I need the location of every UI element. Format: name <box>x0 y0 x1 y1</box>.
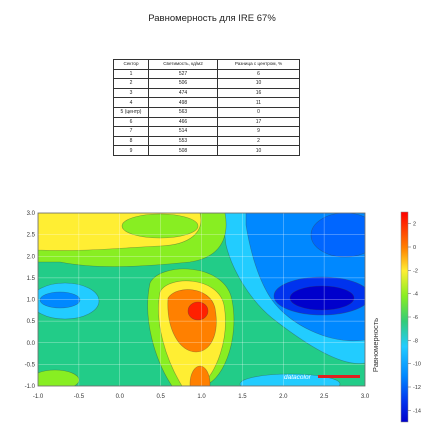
x-tick-label: 1.0 <box>197 394 206 400</box>
x-axis: -1.0 -0.5 0.0 0.5 1.0 1.5 2.0 2.5 3.0 <box>33 394 370 400</box>
x-tick-label: 3.0 <box>361 394 370 400</box>
colorbar-tick-label: -6 <box>413 315 418 321</box>
y-axis: 3.0 2.5 2.0 1.5 1.0 0.5 0.0 -0.5 -1.0 <box>25 211 36 390</box>
watermark: datacolor <box>284 374 360 381</box>
diff-cell: 10 <box>217 145 300 156</box>
colorbar <box>400 211 409 423</box>
x-tick-label: 2.5 <box>320 394 329 400</box>
band-cyan-bottom <box>239 373 341 386</box>
y-tick-label: -0.5 <box>25 362 36 368</box>
band-peak <box>187 301 209 321</box>
colorbar-tick-label: -4 <box>413 292 418 298</box>
y-tick-label: 3.0 <box>27 211 36 217</box>
band-green-top-center <box>121 213 199 239</box>
y-tick-label: 2.0 <box>27 254 36 260</box>
band-min <box>289 285 355 311</box>
x-tick-label: 1.5 <box>238 394 247 400</box>
band-left-core <box>39 291 81 309</box>
x-tick-label: 0.5 <box>156 394 165 400</box>
colorbar-tick-label: -10 <box>413 362 421 368</box>
x-tick-label: 0.0 <box>116 394 125 400</box>
band-blue-upper <box>310 213 365 258</box>
band-orange-bottom <box>189 365 211 386</box>
colorbar-tick-label: 2 <box>413 222 416 228</box>
watermark-text: datacolor <box>284 374 312 381</box>
y-tick-label: 1.5 <box>27 276 36 282</box>
y-tick-label: 0.0 <box>27 341 36 347</box>
heatmap-field <box>38 213 365 386</box>
measurement-table: Сектор Светимость, кд/м2 Разница с центр… <box>113 59 300 156</box>
colorbar-tick-label: -12 <box>413 385 421 391</box>
grid-lines <box>37 212 366 387</box>
table-row: 9 508 10 <box>113 145 300 156</box>
watermark-bar <box>318 375 360 378</box>
x-tick-label: -1.0 <box>33 394 44 400</box>
table-row: 4 498 11 <box>113 97 300 108</box>
y-tick-label: 0.5 <box>27 319 36 325</box>
colorbar-tick-label: -14 <box>413 408 421 414</box>
colorbar-ticks: 2 0 -2 -4 -6 -8 -10 -12 -14 <box>408 222 421 414</box>
plot-frame <box>37 212 366 387</box>
y-tick-label: 1.0 <box>27 298 36 304</box>
y-tick-label: 2.5 <box>27 233 36 239</box>
colorbar-tick-label: -8 <box>413 338 418 344</box>
colorbar-label: Равномерность <box>371 318 380 372</box>
x-tick-label: 2.0 <box>279 394 288 400</box>
y-tick-label: -1.0 <box>25 384 36 390</box>
colorbar-tick-label: -2 <box>413 268 418 274</box>
x-tick-label: -0.5 <box>74 394 85 400</box>
colorbar-tick-label: 0 <box>413 245 416 251</box>
page-title: Равномерность для IRE 67% <box>148 13 276 24</box>
